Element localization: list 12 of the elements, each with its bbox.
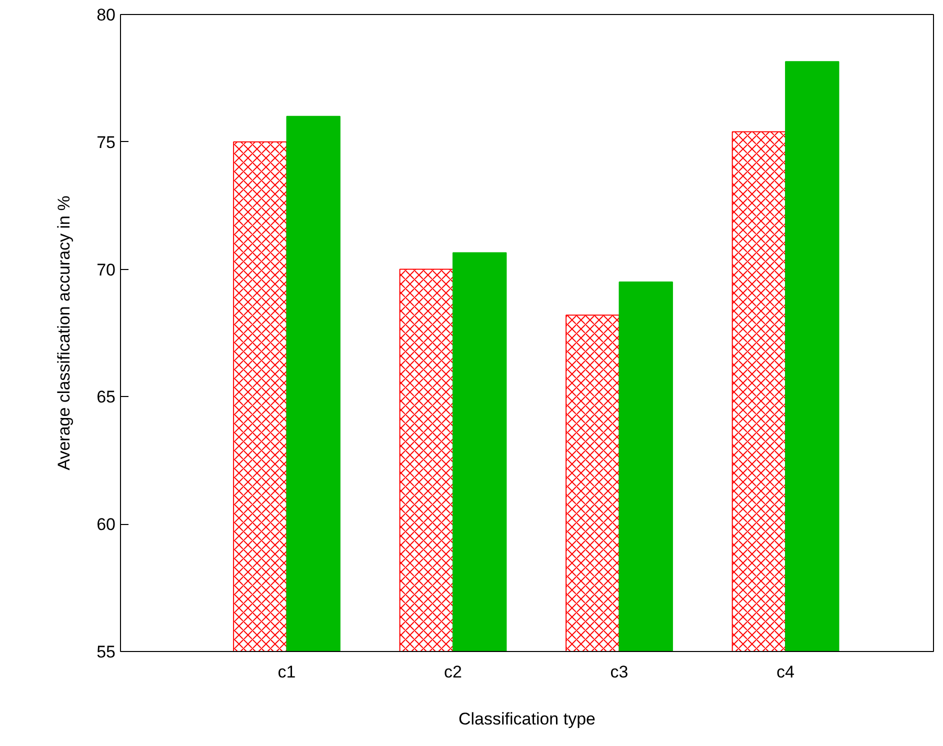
y-tick-label: 55	[96, 642, 116, 662]
y-tick-label: 70	[96, 260, 116, 280]
y-tick-label: 60	[96, 515, 116, 534]
y-tick-label: 75	[96, 132, 116, 152]
x-axis-title: Classification type	[458, 710, 596, 728]
x-tick-label: c4	[776, 662, 795, 682]
y-tick-label: 80	[96, 6, 116, 24]
x-tick-label: c2	[444, 662, 462, 682]
y-tick-label: 65	[96, 388, 116, 407]
x-tick-label: c1	[278, 662, 296, 682]
y-axis-title: Average classification accuracy in %	[54, 196, 74, 470]
x-tick-label: c3	[610, 662, 628, 682]
